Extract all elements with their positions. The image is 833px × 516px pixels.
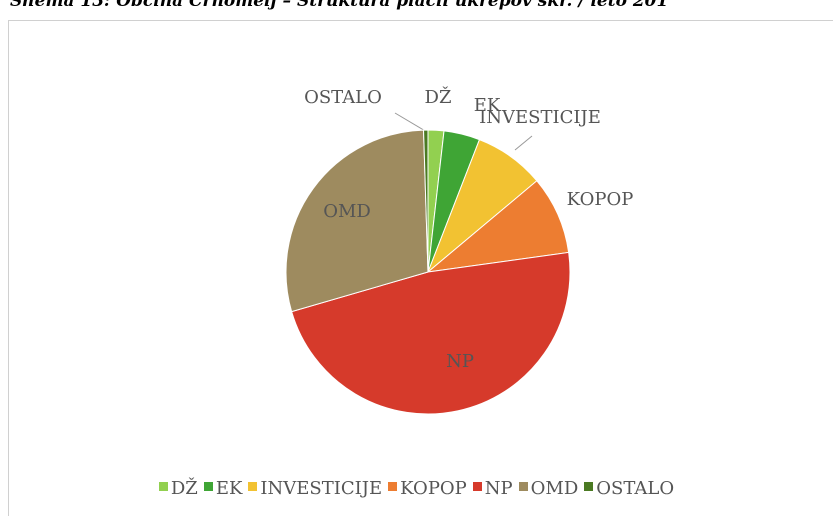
legend-item: NP	[472, 478, 513, 499]
chart-frame	[8, 20, 833, 516]
legend-label: INVESTICIJE	[260, 478, 383, 499]
slice-label: OSTALO	[304, 87, 382, 108]
legend-label: KOPOP	[400, 478, 467, 499]
legend-item: EK	[203, 478, 243, 499]
legend-item: OSTALO	[584, 478, 674, 499]
pie-slice	[285, 129, 429, 313]
legend-item: INVESTICIJE	[248, 478, 382, 499]
legend-label: DŽ	[170, 478, 198, 499]
legend-item: OMD	[518, 478, 579, 499]
leader-line	[394, 112, 428, 133]
legend-swatch	[203, 482, 213, 491]
pie-slice	[291, 251, 571, 415]
legend-item: DŽ	[158, 478, 198, 499]
legend-label: NP	[484, 478, 513, 499]
legend-label: EK	[215, 478, 243, 499]
legend-swatch	[388, 482, 398, 491]
leader-line	[514, 135, 533, 151]
slice-label: INVESTICIJE	[479, 107, 601, 128]
pie-slice	[423, 129, 429, 273]
legend-item: KOPOP	[388, 478, 467, 499]
legend-swatch	[248, 482, 258, 491]
legend-swatch	[584, 482, 594, 491]
legend-swatch	[518, 482, 528, 491]
legend-label: OSTALO	[596, 478, 675, 499]
slice-label: DŽ	[424, 87, 452, 108]
legend-swatch	[158, 482, 168, 491]
slice-label: EK	[473, 95, 501, 116]
slice-label: KOPOP	[566, 189, 634, 210]
legend-swatch	[472, 482, 482, 491]
chart-title: Shema 13: Občina Črnomelj – Struktura pl…	[10, 0, 669, 11]
legend: DŽ EK INVESTICIJE KOPOP NP OMD OSTALO	[0, 478, 833, 499]
slice-label: NP	[446, 351, 474, 372]
slice-label: OMD	[323, 201, 371, 222]
legend-label: OMD	[530, 478, 579, 499]
